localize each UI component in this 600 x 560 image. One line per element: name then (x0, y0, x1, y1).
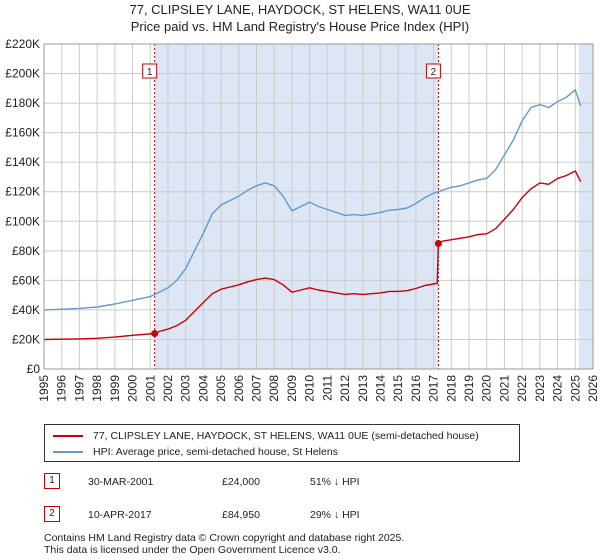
sale-hpi-diff: 29% ↓ HPI (310, 509, 360, 521)
x-tick-label: 2010 (303, 375, 317, 402)
y-tick-label: £120K (5, 185, 40, 199)
chart-title: 77, CLIPSLEY LANE, HAYDOCK, ST HELENS, W… (129, 2, 471, 17)
y-tick-label: £140K (5, 155, 40, 169)
x-tick-label: 2013 (356, 375, 370, 402)
x-tick-label: 2011 (320, 375, 334, 401)
sale-point (434, 240, 442, 248)
sale-price: £24,000 (222, 476, 260, 488)
y-tick-label: £20K (12, 332, 40, 346)
x-tick-label: 1995 (37, 375, 51, 402)
x-tick-label: 2000 (126, 375, 140, 402)
legend-label-property: 77, CLIPSLEY LANE, HAYDOCK, ST HELENS, W… (93, 430, 479, 442)
price-chart: £0 £20K £40K £60K £80K £100K £120K £140K £160K £1… (5, 37, 600, 402)
x-tick-label: 1998 (90, 375, 104, 402)
x-tick-label: 2021 (497, 375, 511, 402)
x-tick-label: 2006 (232, 375, 246, 402)
x-tick-label: 2005 (214, 375, 228, 402)
y-tick-label: £220K (5, 37, 40, 51)
sale-label-box (142, 63, 158, 79)
y-tick-label: £80K (12, 244, 40, 258)
sale-date: 30-MAR-2001 (88, 476, 154, 488)
sale-badge: 1 (44, 473, 60, 489)
sale-label-box (425, 63, 441, 79)
shaded-span (154, 44, 439, 369)
footer-copyright: Contains HM Land Registry data © Crown c… (44, 532, 405, 544)
chart-subtitle: Price paid vs. HM Land Registry's House … (130, 19, 470, 34)
y-tick-label: £0 (27, 362, 41, 376)
y-tick-label: £100K (5, 214, 40, 228)
x-tick-label: 2009 (285, 375, 299, 402)
x-tick-label: 2024 (551, 375, 565, 402)
x-tick-label: 2022 (515, 375, 529, 402)
property-series-line (43, 170, 582, 341)
x-tick-label: 1996 (55, 375, 69, 402)
sale-point (151, 330, 159, 338)
sale-price: £84,950 (222, 509, 260, 521)
y-tick-label: £200K (5, 67, 40, 81)
x-tick-label: 2018 (444, 375, 458, 402)
x-tick-label: 2015 (391, 375, 405, 402)
x-tick-label: 2014 (373, 375, 387, 402)
x-tick-label: 2016 (409, 375, 423, 402)
hpi-series-line (43, 89, 582, 311)
legend-item-hpi: HPI: Average price, semi-detached house,… (53, 444, 338, 460)
x-tick-label: 2017 (427, 375, 441, 402)
x-tick-label: 2004 (196, 375, 210, 402)
x-tick-label: 2008 (267, 375, 281, 402)
sale-badge: 2 (44, 506, 60, 522)
y-tick-label: £60K (12, 273, 40, 287)
x-tick-label: 2007 (250, 375, 264, 402)
x-tick-label: 1997 (72, 375, 86, 402)
sale-date: 10-APR-2017 (88, 509, 152, 521)
plot-frame (43, 43, 594, 370)
sale-label: 1 (147, 67, 153, 78)
x-tick-label: 2023 (533, 375, 547, 402)
sale-label: 2 (431, 67, 437, 78)
x-tick-label: 2026 (586, 375, 600, 402)
y-tick-label: £40K (12, 303, 40, 317)
y-tick-label: £180K (5, 96, 40, 110)
x-tick-label: 2012 (338, 375, 352, 402)
legend: 77, CLIPSLEY LANE, HAYDOCK, ST HELENS, W… (44, 424, 520, 462)
x-tick-label: 2003 (179, 375, 193, 402)
sale-hpi-diff: 51% ↓ HPI (310, 476, 360, 488)
y-tick-label: £160K (5, 126, 40, 140)
x-tick-label: 1999 (108, 375, 122, 402)
x-tick-label: 2019 (462, 375, 476, 402)
legend-item-property: 77, CLIPSLEY LANE, HAYDOCK, ST HELENS, W… (53, 428, 479, 444)
legend-label-hpi: HPI: Average price, semi-detached house,… (93, 446, 338, 458)
legend-swatch-property (53, 435, 83, 437)
legend-swatch-hpi (53, 451, 83, 453)
x-tick-label: 2001 (143, 375, 157, 402)
x-tick-label: 2002 (161, 375, 175, 402)
x-tick-label: 2020 (480, 375, 494, 402)
x-tick-label: 2025 (568, 375, 582, 402)
shaded-span (578, 44, 593, 369)
footer-licence: This data is licensed under the Open Gov… (44, 544, 341, 556)
